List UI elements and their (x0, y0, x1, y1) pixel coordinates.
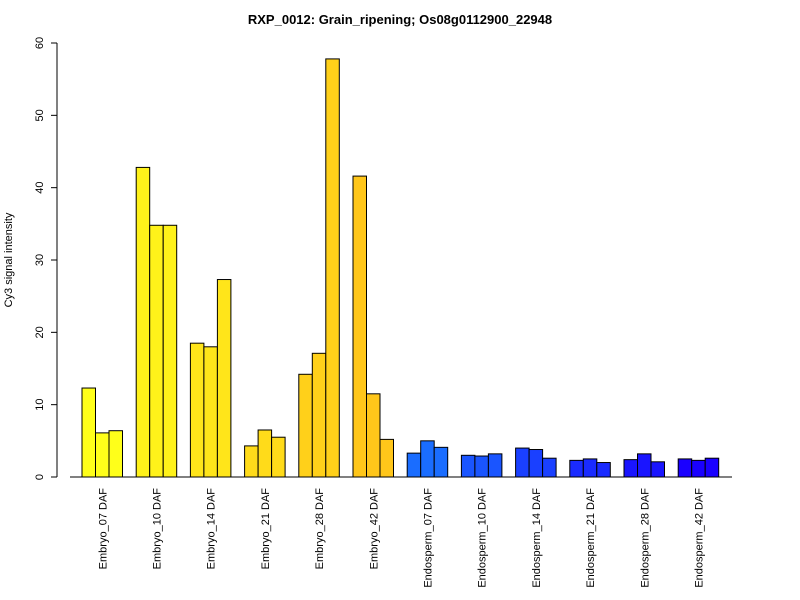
bar-9-3 (542, 457, 557, 478)
bar-6-1 (352, 175, 367, 478)
y-tick-label: 10 (34, 399, 46, 411)
bar-10-3 (596, 462, 611, 478)
bar-2-3 (162, 224, 178, 478)
x-tick-label: Endosperm_21 DAF (585, 488, 597, 588)
y-tick-label: 30 (34, 254, 46, 266)
bar-12-3 (704, 457, 720, 478)
x-tick-label: Endosperm_28 DAF (639, 488, 651, 588)
bar-1-2 (95, 432, 110, 478)
bar-8-3 (487, 453, 503, 478)
bar-7-3 (433, 446, 449, 478)
bar-5-1 (298, 373, 313, 478)
bar-3-1 (189, 342, 205, 478)
x-axis: Embryo_07 DAF Embryo_10 DAF Embryo_14 DAF E… (70, 476, 732, 588)
x-tick-label: Endosperm_10 DAF (477, 488, 489, 588)
bar-7-2 (420, 440, 435, 478)
y-tick-label: 60 (34, 37, 46, 49)
chart-title: RXP_0012: Grain_ripening; Os08g0112900_2… (247, 12, 553, 27)
bar-10-2 (582, 458, 598, 478)
bar-12-2 (691, 459, 706, 478)
x-tick-label: Endosperm_14 DAF (531, 488, 543, 588)
bar-3-3 (216, 279, 232, 478)
x-tick-label: Embryo_10 DAF (151, 488, 163, 570)
bar-4-1 (244, 445, 259, 478)
bar-7-1 (406, 452, 422, 478)
bar-1-3 (108, 430, 123, 478)
bar-1-1 (81, 387, 96, 478)
x-tick-label: Embryo_28 DAF (314, 488, 326, 570)
y-tick-label: 0 (34, 474, 46, 480)
y-tick-label: 50 (34, 109, 46, 121)
x-tick-label: Embryo_21 DAF (260, 488, 272, 570)
bar-11-3 (650, 461, 665, 478)
x-tick-label: Embryo_14 DAF (206, 488, 218, 570)
bar-6-3 (379, 438, 394, 478)
bar-5-3 (325, 58, 340, 478)
bars-group (81, 58, 720, 478)
x-tick-label: Embryo_07 DAF (97, 488, 109, 570)
bar-11-1 (623, 459, 638, 478)
bar-12-1 (677, 458, 693, 478)
bar-9-2 (528, 449, 544, 478)
bar-5-2 (311, 352, 327, 478)
bar-8-1 (460, 454, 476, 478)
bar-3-2 (203, 346, 218, 478)
bar-10-1 (569, 459, 584, 478)
bar-4-2 (257, 429, 273, 478)
bar-6-2 (366, 393, 381, 478)
bar-2-1 (135, 166, 151, 478)
bar-2-2 (149, 224, 164, 478)
y-tick-label: 20 (34, 326, 46, 338)
bar-11-2 (637, 453, 652, 478)
x-tick-label: Embryo_42 DAF (368, 488, 380, 570)
y-axis: 0 10 20 30 40 50 60 (34, 37, 58, 480)
y-tick-label: 40 (34, 182, 46, 194)
x-tick-label: Endosperm_42 DAF (693, 488, 705, 588)
bar-4-3 (271, 436, 286, 478)
bar-9-1 (515, 447, 530, 478)
x-tick-label: Endosperm_07 DAF (422, 488, 434, 588)
bar-8-2 (474, 455, 489, 478)
y-axis-label: Cy3 signal intensity (3, 212, 15, 307)
